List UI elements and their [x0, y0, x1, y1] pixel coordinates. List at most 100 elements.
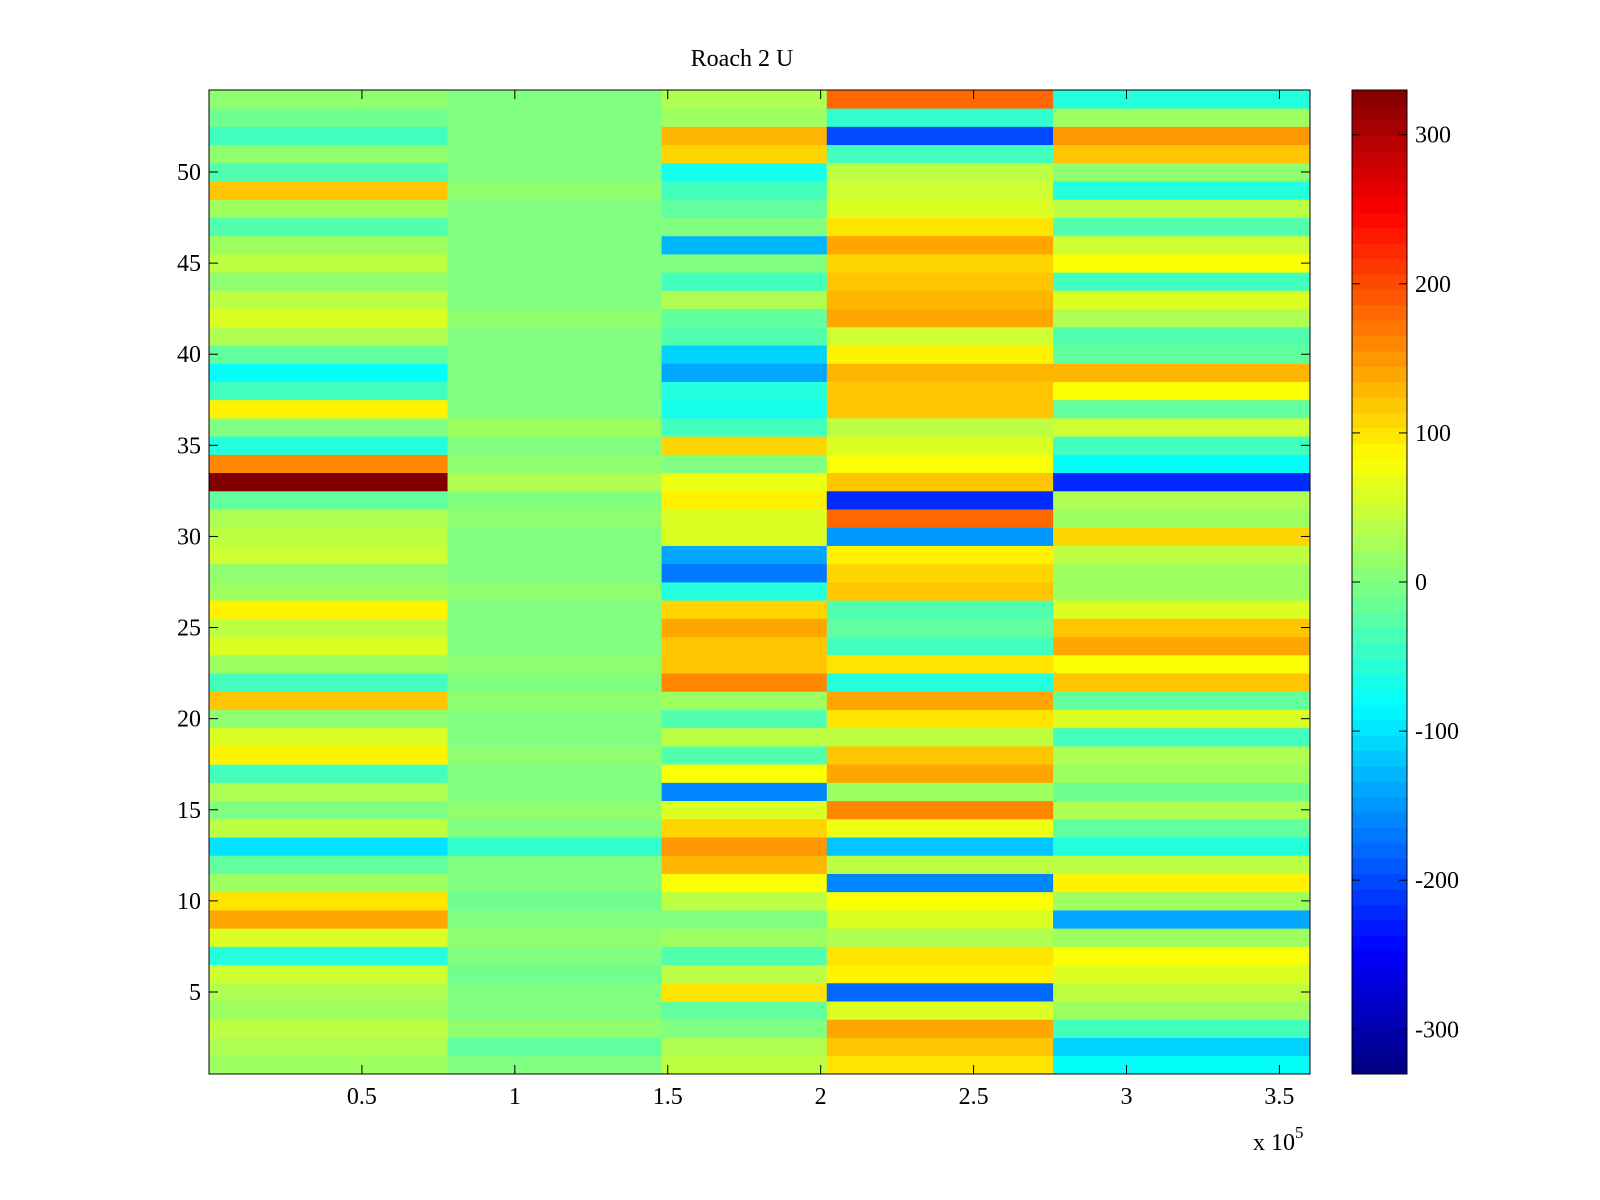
heatmap-cell — [209, 1055, 448, 1075]
heatmap-cell — [1053, 254, 1311, 273]
heatmap-cells — [209, 90, 1311, 1075]
heatmap-cell — [209, 126, 448, 146]
heatmap-cell — [209, 472, 448, 492]
heatmap-cell — [447, 1037, 663, 1057]
heatmap-cell — [209, 746, 448, 765]
colorbar-band — [1352, 1058, 1407, 1075]
heatmap-cell — [209, 873, 448, 893]
heatmap-cell — [209, 345, 448, 364]
colorbar-band — [1352, 551, 1407, 568]
heatmap-cell — [826, 818, 1054, 838]
heatmap-cell — [826, 162, 1054, 182]
heatmap-cell — [826, 910, 1054, 929]
heatmap-cell — [209, 582, 448, 601]
heatmap-cell — [661, 563, 828, 583]
y-tick-label: 45 — [177, 251, 201, 277]
heatmap-cell — [826, 982, 1054, 1002]
heatmap-cell — [447, 800, 663, 820]
heatmap-cell — [661, 272, 828, 291]
heatmap-cell — [826, 654, 1054, 674]
heatmap-cell — [826, 454, 1054, 474]
y-tick-label: 50 — [177, 160, 201, 186]
colorbar-band — [1352, 535, 1407, 552]
colorbar-tick-label: -100 — [1415, 719, 1459, 745]
colorbar-band — [1352, 735, 1407, 752]
y-tick-label: 35 — [177, 433, 201, 459]
heatmap-cell — [1053, 563, 1311, 583]
y-tick-label: 15 — [177, 798, 201, 824]
heatmap-cell — [209, 527, 448, 546]
heatmap-cell — [826, 436, 1054, 455]
heatmap-cell — [661, 326, 828, 346]
heatmap-cell — [1053, 162, 1311, 182]
colorbar-band — [1352, 582, 1407, 598]
heatmap-cell — [661, 436, 828, 455]
colorbar-band — [1352, 720, 1407, 737]
colorbar-band — [1352, 397, 1407, 414]
heatmap-cell — [447, 1019, 663, 1038]
heatmap-cell — [826, 490, 1054, 510]
heatmap-cell — [661, 873, 828, 893]
colorbar-band — [1352, 597, 1407, 614]
heatmap-cell — [209, 254, 448, 273]
heatmap-cell — [209, 144, 448, 164]
heatmap-cell — [447, 837, 663, 856]
y-tick-label: 5 — [189, 980, 201, 1006]
colorbar-band — [1352, 443, 1407, 460]
heatmap-cell — [209, 509, 448, 528]
colorbar-band — [1352, 382, 1407, 398]
heatmap-cell — [661, 254, 828, 273]
heatmap-cell — [826, 1001, 1054, 1020]
x-tick-label: 2 — [815, 1084, 827, 1110]
x-tick-label: 1.5 — [653, 1084, 683, 1110]
heatmap-cell — [209, 600, 448, 619]
heatmap-cell — [826, 746, 1054, 765]
heatmap-cell — [1053, 910, 1311, 929]
heatmap-cell — [447, 509, 663, 528]
colorbar-band — [1352, 920, 1407, 937]
colorbar-band — [1352, 336, 1407, 352]
heatmap-cell — [661, 1001, 828, 1020]
heatmap-cell — [447, 891, 663, 911]
heatmap-cell — [661, 818, 828, 838]
heatmap-cell — [447, 545, 663, 565]
heatmap-cell — [661, 90, 828, 109]
heatmap-cell — [209, 891, 448, 911]
colorbar-band — [1352, 658, 1407, 675]
heatmap-cell — [447, 618, 663, 638]
heatmap-cell — [1053, 454, 1311, 474]
heatmap-cell — [209, 381, 448, 401]
heatmap-cell — [661, 673, 828, 692]
heatmap-cell — [826, 709, 1054, 729]
colorbar-band — [1352, 612, 1407, 629]
heatmap-cell — [826, 764, 1054, 783]
heatmap-cell — [661, 472, 828, 492]
y-tick-label: 30 — [177, 524, 201, 550]
colorbar-tick-label: 100 — [1415, 421, 1451, 447]
colorbar-band — [1352, 228, 1407, 245]
heatmap-cell — [661, 108, 828, 127]
heatmap-cell — [661, 982, 828, 1002]
x-axis-ticks: 0.5 1 1.5 2 2.5 3 3.5 — [347, 90, 1294, 1110]
colorbar-band — [1352, 366, 1407, 383]
heatmap-cell — [826, 946, 1054, 966]
heatmap-cell — [661, 490, 828, 510]
heatmap-cell — [826, 545, 1054, 565]
heatmap-cell — [661, 162, 828, 182]
heatmap-cell — [1053, 782, 1311, 802]
colorbar-band — [1352, 182, 1407, 199]
heatmap-cell — [447, 290, 663, 310]
colorbar-tick-label: 200 — [1415, 272, 1451, 298]
colorbar-band — [1352, 935, 1407, 952]
heatmap-cell — [209, 982, 448, 1002]
heatmap-cell — [661, 727, 828, 747]
heatmap-cell — [661, 345, 828, 364]
heatmap-cell — [1053, 818, 1311, 838]
colorbar-tick-label: -300 — [1415, 1017, 1459, 1043]
heatmap-cell — [826, 563, 1054, 583]
heatmap-cell — [826, 928, 1054, 947]
heatmap-cell — [1053, 399, 1311, 419]
heatmap-cell — [661, 618, 828, 638]
x-axis-exponent: x 105 — [1253, 1123, 1304, 1156]
colorbar-band — [1352, 889, 1407, 906]
